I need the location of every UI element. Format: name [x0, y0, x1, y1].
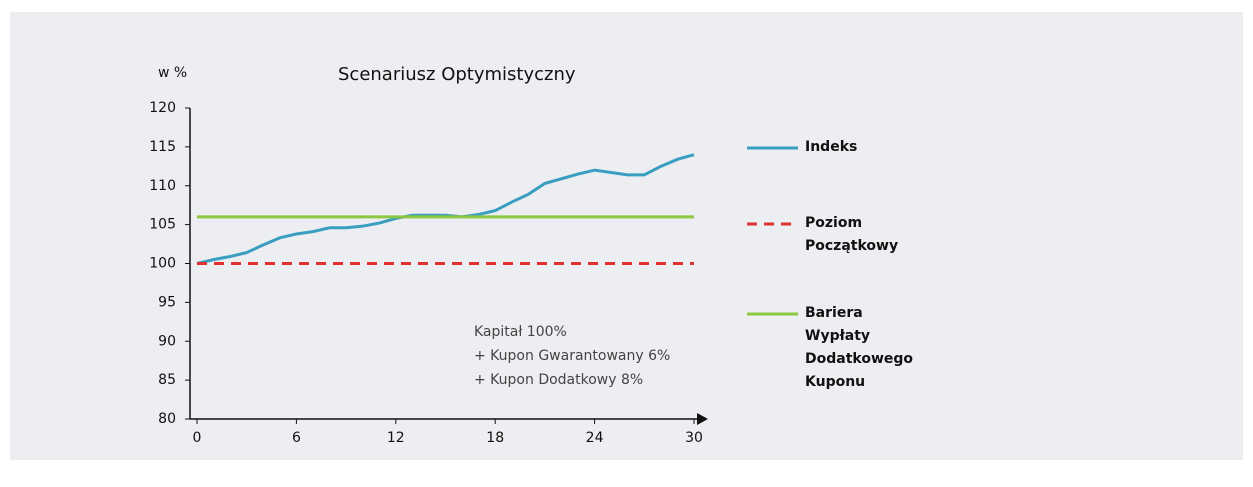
y-tick-label: 90 — [158, 333, 176, 349]
panel — [10, 12, 1243, 460]
annotation: Kapitał 100% — [474, 324, 567, 340]
legend-label: Indeks — [805, 139, 858, 155]
y-tick-label: 105 — [149, 217, 176, 233]
y-tick-label: 115 — [149, 139, 176, 155]
x-tick-label: 24 — [586, 430, 604, 446]
chart-title: Scenariusz Optymistyczny — [338, 64, 576, 85]
y-tick-label: 85 — [158, 372, 176, 388]
y-tick-label: 120 — [149, 100, 176, 116]
y-tick-label: 80 — [158, 411, 176, 427]
x-tick-label: 6 — [292, 430, 301, 446]
legend-label: Bariera Wypłaty Dodatkowego Kuponu — [805, 305, 914, 390]
y-tick-label: 110 — [149, 178, 176, 194]
x-tick-label: 30 — [685, 430, 703, 446]
y-tick-label: 95 — [158, 294, 176, 310]
y-tick-label: 100 — [149, 256, 176, 272]
legend-label: Poziom Początkowy — [805, 215, 899, 254]
series-line — [196, 153, 695, 265]
annotation: + Kupon Gwarantowany 6% — [474, 348, 670, 364]
x-axis-arrow — [697, 413, 708, 425]
y-axis-label: w % — [158, 65, 187, 81]
x-tick-label: 12 — [387, 430, 405, 446]
annotation: + Kupon Dodatkowy 8% — [474, 372, 643, 388]
x-tick-label: 0 — [193, 430, 202, 446]
x-tick-label: 18 — [486, 430, 504, 446]
